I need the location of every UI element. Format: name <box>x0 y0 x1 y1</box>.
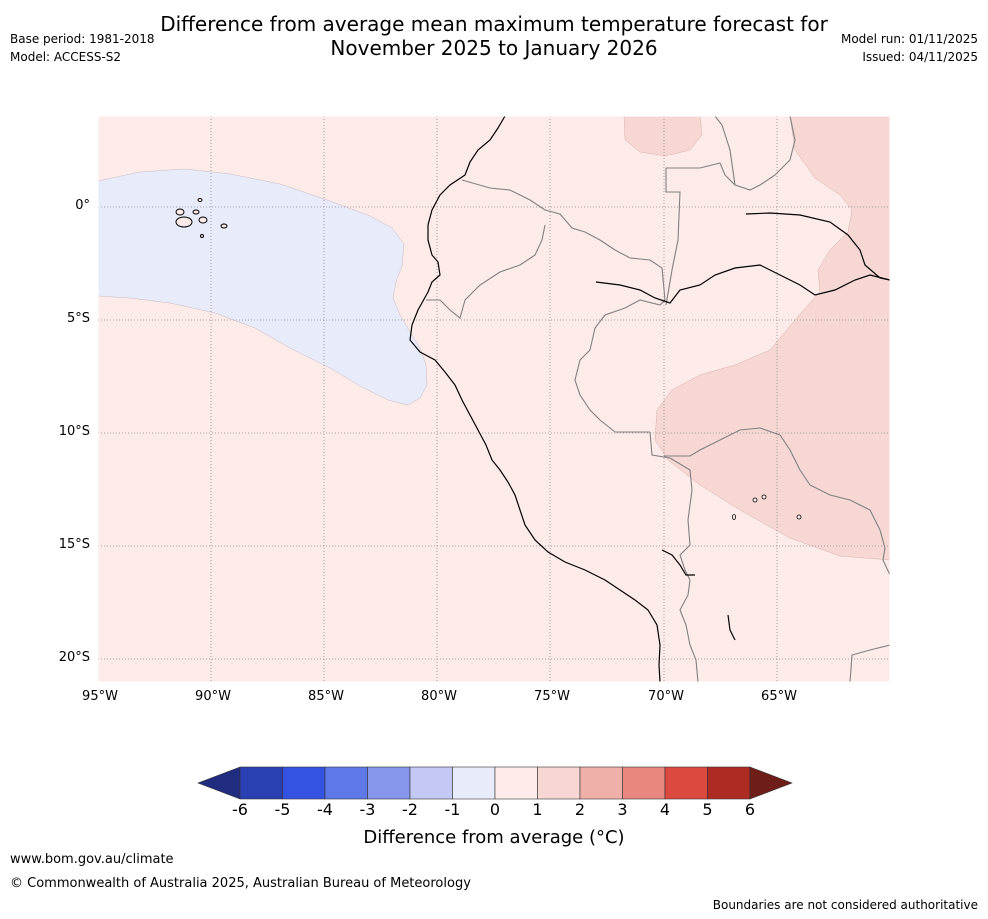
model-name: Model: ACCESS-S2 <box>10 50 122 64</box>
colorbar-arrow-high <box>749 766 793 800</box>
colorbar-cell <box>282 766 326 800</box>
region-cool-anomaly <box>97 168 428 406</box>
graticule <box>98 116 890 682</box>
lon-label-65w: 65°W <box>761 689 797 704</box>
colorbar-cell <box>324 766 368 800</box>
copyright-notice: © Commonwealth of Australia 2025, Austra… <box>10 876 471 891</box>
region-warm-anomaly-north <box>623 115 703 157</box>
coastlines <box>409 115 891 683</box>
meta-right: Model run: 01/11/2025 Issued: 04/11/2025 <box>841 30 978 66</box>
colorbar-cell <box>452 766 496 800</box>
model-run: Model run: 01/11/2025 <box>840 32 978 46</box>
website-link[interactable]: www.bom.gov.au/climate <box>10 852 174 867</box>
lon-label-75w: 75°W <box>534 689 570 704</box>
colorbar-label: 0 <box>489 800 501 819</box>
colorbar-cell <box>537 766 581 800</box>
issued-date: Issued: 04/11/2025 <box>862 50 978 64</box>
title-line-1: Difference from average mean maximum tem… <box>160 12 828 36</box>
map-title: Difference from average mean maximum tem… <box>0 12 988 60</box>
lon-label-95w: 95°W <box>82 689 118 704</box>
pacific-coast <box>409 115 661 683</box>
lakes <box>732 494 802 520</box>
title-line-2: November 2025 to January 2026 <box>330 36 658 60</box>
colorbar-label: -5 <box>274 800 291 819</box>
lon-label-80w: 80°W <box>421 689 457 704</box>
colorbar-label: -1 <box>444 800 461 819</box>
colorbar-label: 5 <box>702 800 713 819</box>
colorbar-label: -4 <box>317 800 333 819</box>
amazon-river <box>595 264 891 304</box>
lat-label-15s: 15°S <box>58 537 90 552</box>
lon-label-85w: 85°W <box>308 689 344 704</box>
colorbar-cell <box>664 766 708 800</box>
colorbar-title: Difference from average (°C) <box>363 827 625 848</box>
colorbar-label: 4 <box>659 800 671 819</box>
colorbar-arrow-low <box>197 766 241 800</box>
lat-label-20s: 20°S <box>58 650 90 665</box>
colorbar-label: -3 <box>359 800 376 819</box>
lat-label-5s: 5°S <box>66 311 90 326</box>
galapagos-islands <box>175 198 228 238</box>
colorbar-cell <box>409 766 453 800</box>
colorbar-cell <box>367 766 411 800</box>
colorbar-label: 3 <box>617 800 628 819</box>
colorbar-cell <box>707 766 751 800</box>
region-warm-anomaly-east <box>654 115 891 561</box>
lon-label-70w: 70°W <box>648 689 684 704</box>
colorbar-label: 6 <box>744 800 756 819</box>
country-borders <box>426 115 891 683</box>
boundaries-disclaimer: Boundaries are not considered authoritat… <box>712 898 978 912</box>
colorbar-label: 2 <box>574 800 586 819</box>
colorbar-cell <box>239 766 283 800</box>
colorbar <box>197 766 793 800</box>
colorbar-label: -6 <box>232 800 248 819</box>
colorbar-label: 1 <box>532 800 543 819</box>
lon-label-90w: 90°W <box>195 689 231 704</box>
base-period: Base period: 1981-2018 <box>10 32 155 46</box>
map-frame <box>97 115 891 683</box>
colorbar-label: -2 <box>402 800 418 819</box>
colorbar-cell <box>622 766 666 800</box>
lat-label-10s: 10°S <box>58 424 90 439</box>
colorbar-cell <box>579 766 623 800</box>
lat-label-0: 0° <box>75 198 90 213</box>
meta-left: Base period: 1981-2018 Model: ACCESS-S2 <box>10 30 155 66</box>
colorbar-cell <box>494 766 538 800</box>
